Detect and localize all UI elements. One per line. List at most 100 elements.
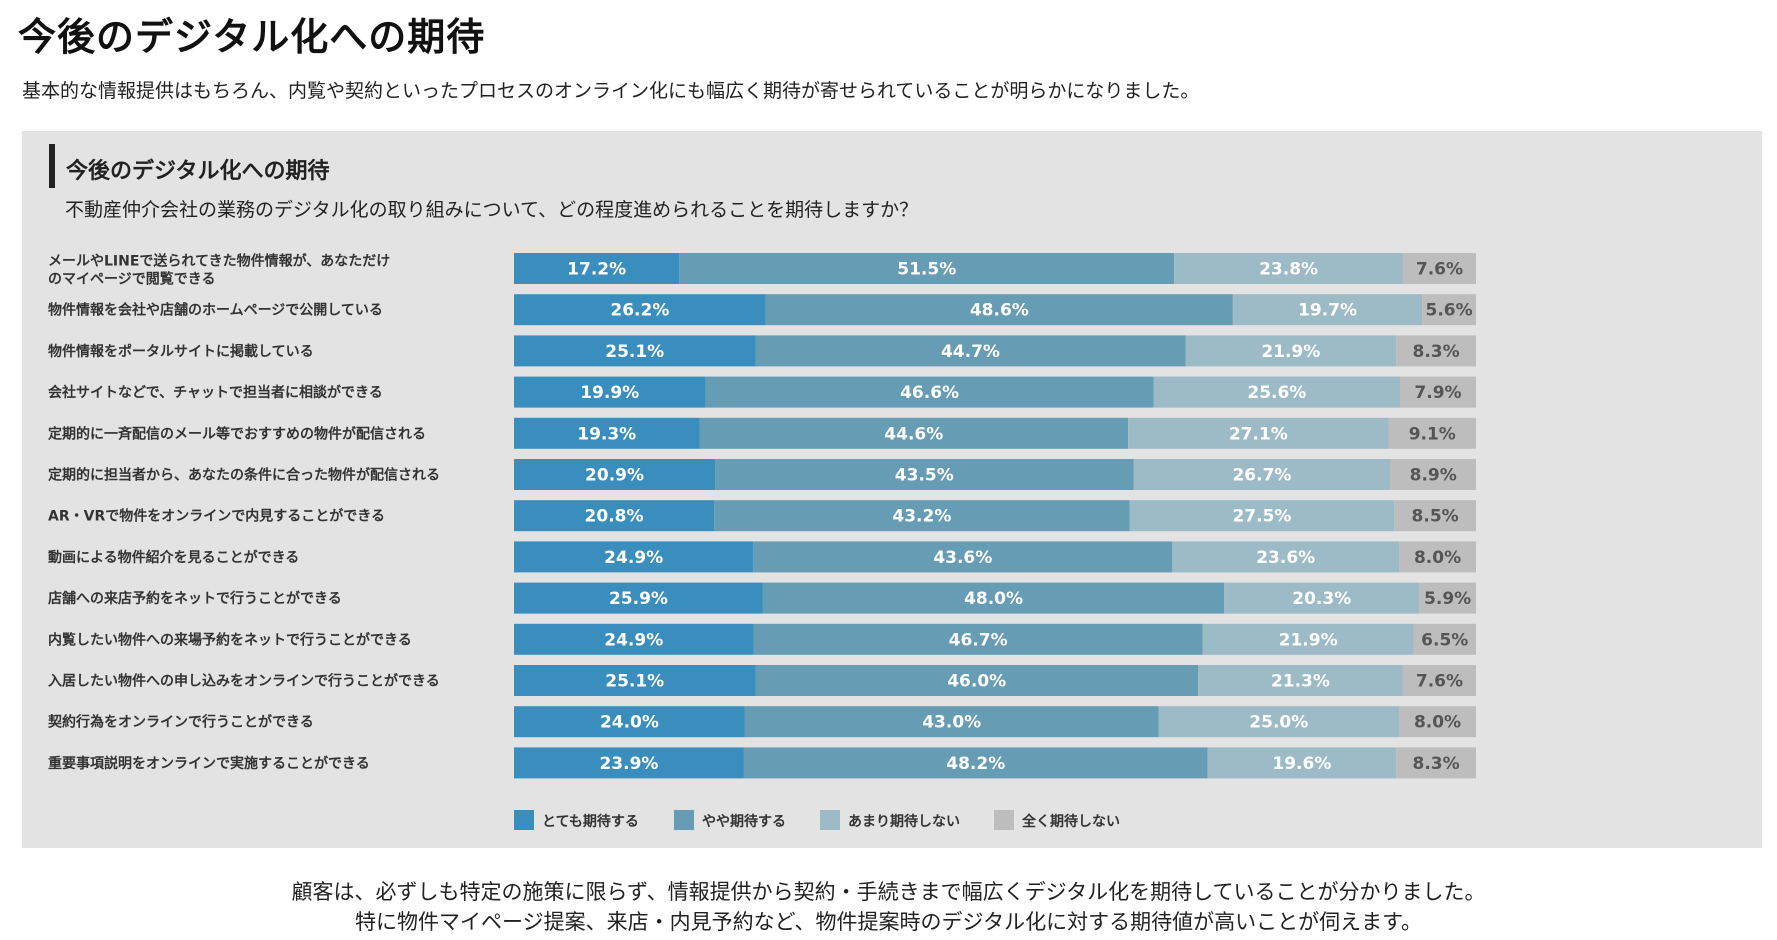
- page-intro: 基本的な情報提供はもちろん、内覧や契約といったプロセスのオンライン化にも幅広く期…: [22, 80, 1200, 102]
- data-label: 23.6%: [1256, 548, 1315, 568]
- data-label: 7.6%: [1416, 672, 1463, 692]
- bar-segment-2: [699, 417, 1129, 449]
- bar-segment-4: [1402, 665, 1476, 696]
- data-label: 21.9%: [1279, 630, 1338, 650]
- bar-segment-1: [514, 376, 706, 408]
- bar-segment-1: [514, 747, 744, 779]
- bar-segment-2: [753, 623, 1203, 655]
- bar-segment-3: [1158, 706, 1400, 738]
- data-label: 6.5%: [1421, 630, 1468, 650]
- bar-segment-2: [753, 541, 1173, 573]
- legend-label: とても期待する: [542, 813, 639, 830]
- data-label: 19.9%: [580, 383, 639, 403]
- data-label: 24.9%: [604, 548, 663, 568]
- data-label: 21.3%: [1271, 672, 1330, 692]
- legend-label: やや期待する: [702, 813, 786, 830]
- bar-segment-2: [743, 747, 1208, 779]
- summary-line-2: 特に物件マイページ提案、来店・内見予約など、物件提案時のデジタル化に対する期待値…: [354, 910, 1422, 934]
- bar-segment-3: [1197, 665, 1403, 696]
- category-label: メールやLINEで送られてきた物件情報が、あなただけのマイページで閲覧できる: [48, 253, 390, 288]
- data-label: 25.1%: [605, 672, 664, 692]
- bar-segment-4: [1422, 294, 1476, 326]
- legend-label: あまり期待しない: [848, 813, 960, 830]
- bar-segment-2: [744, 706, 1159, 738]
- data-label: 26.2%: [610, 301, 669, 321]
- bar-segment-2: [755, 665, 1198, 696]
- bar-segment-4: [1394, 500, 1476, 532]
- bar-segment-1: [514, 665, 756, 696]
- data-label: 8.0%: [1414, 548, 1461, 568]
- data-label: 20.3%: [1292, 589, 1351, 609]
- category-label: 重要事項説明をオンラインで実施することができる: [48, 755, 370, 772]
- bar-segment-3: [1224, 582, 1420, 614]
- bar-segment-1: [514, 623, 754, 655]
- bar-segment-4: [1399, 706, 1476, 738]
- data-label: 7.9%: [1414, 383, 1461, 403]
- category-label: AR・VRで物件をオンラインで内見することができる: [48, 508, 385, 525]
- data-label: 25.1%: [605, 342, 664, 362]
- data-label: 25.0%: [1249, 713, 1308, 733]
- data-label: 25.6%: [1247, 383, 1306, 403]
- data-label: 46.6%: [900, 383, 959, 403]
- bar-segment-1: [514, 459, 716, 490]
- bar-segment-2: [679, 253, 1175, 284]
- data-label: 21.9%: [1261, 342, 1320, 362]
- data-label: 8.0%: [1414, 713, 1461, 733]
- data-label: 19.3%: [577, 424, 636, 444]
- bar-segment-3: [1174, 253, 1403, 284]
- data-label: 46.0%: [947, 672, 1006, 692]
- bar-segment-2: [755, 335, 1186, 367]
- data-label: 43.6%: [933, 548, 992, 568]
- bar-segment-4: [1413, 623, 1476, 655]
- bar-segment-4: [1396, 747, 1476, 779]
- category-label: 内覧したい物件への来場予約をネットで行うことができる: [48, 631, 412, 648]
- bar-segment-2: [715, 459, 1134, 490]
- page-title: 今後のデジタル化への期待: [18, 15, 486, 59]
- data-label: 8.9%: [1410, 466, 1457, 486]
- bar-segment-2: [765, 294, 1233, 326]
- bar-segment-2: [762, 582, 1225, 614]
- category-label: 入居したい物件への申し込みをオンラインで行うことができる: [48, 673, 440, 690]
- category-label: 店舗への来店予約をネットで行うことができる: [48, 590, 342, 607]
- bar-segment-3: [1202, 623, 1414, 655]
- data-label: 43.5%: [895, 466, 954, 486]
- bar-segment-2: [714, 500, 1130, 532]
- bar-segment-1: [514, 294, 766, 326]
- bar-segment-1: [514, 541, 754, 573]
- data-label: 46.7%: [949, 630, 1008, 650]
- bar-segment-4: [1402, 253, 1476, 284]
- bar-segment-1: [514, 582, 763, 614]
- title-accent-bar: [49, 144, 55, 188]
- category-label: 動画による物件紹介を見ることができる: [48, 549, 299, 566]
- bar-segment-1: [514, 417, 700, 449]
- bar-segment-3: [1133, 459, 1391, 490]
- data-label: 43.0%: [922, 713, 981, 733]
- bar-segment-3: [1232, 294, 1423, 326]
- data-label: 8.3%: [1412, 342, 1459, 362]
- chart-question: 不動産仲介会社の業務のデジタル化の取り組みについて、どの程度進められることを期待…: [65, 199, 919, 221]
- bar-segment-1: [514, 253, 680, 284]
- legend-swatch: [820, 810, 840, 830]
- data-label: 7.6%: [1416, 260, 1463, 280]
- bar-segment-4: [1388, 417, 1476, 449]
- data-label: 5.9%: [1424, 589, 1471, 609]
- category-label: 物件情報を会社や店舗のホームページで公開している: [48, 302, 383, 319]
- data-label: 8.3%: [1412, 754, 1459, 774]
- data-label: 44.7%: [941, 342, 1000, 362]
- bar-segment-3: [1185, 335, 1397, 367]
- data-label: 48.0%: [964, 589, 1023, 609]
- legend-swatch: [994, 810, 1014, 830]
- data-label: 23.8%: [1259, 260, 1318, 280]
- data-label: 17.2%: [567, 260, 626, 280]
- bar-segment-1: [514, 706, 745, 738]
- data-label: 27.1%: [1229, 424, 1288, 444]
- bar-segment-4: [1400, 376, 1476, 408]
- chart-title: 今後のデジタル化への期待: [66, 159, 330, 184]
- data-label: 8.5%: [1412, 507, 1459, 527]
- data-label: 19.7%: [1298, 301, 1357, 321]
- summary-line-1: 顧客は、必ずしも特定の施策に限らず、情報提供から契約・手続きまで幅広くデジタル化…: [291, 880, 1486, 904]
- data-label: 5.6%: [1426, 301, 1473, 321]
- data-label: 51.5%: [897, 260, 956, 280]
- bar-segment-3: [1172, 541, 1400, 573]
- legend-label: 全く期待しない: [1021, 813, 1120, 830]
